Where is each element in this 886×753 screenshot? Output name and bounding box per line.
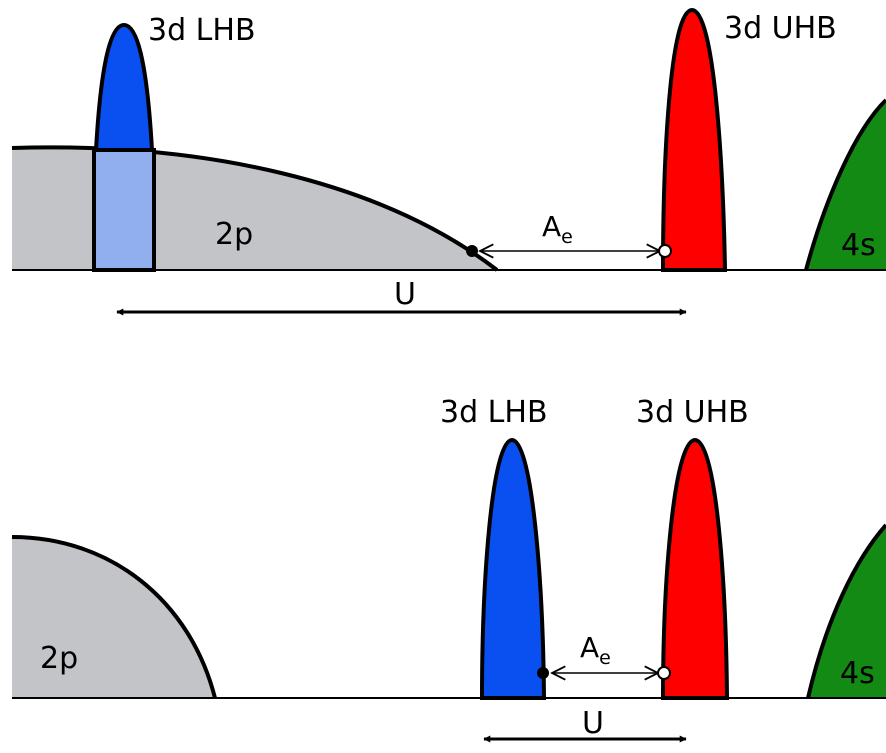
top-4s-label: 4s [841, 228, 876, 263]
bottom-u-label: U [582, 706, 604, 741]
top-4s-outline [804, 98, 886, 271]
top-2p-outline [11, 145, 499, 272]
bottom-uhb-edge-dot [657, 666, 671, 680]
top-u-label: U [394, 277, 416, 312]
bottom-panel: 3d LHB 3d UHB 2p 4s Ae U [11, 395, 886, 743]
top-2p-label: 2p [215, 217, 253, 252]
top-uhb-edge-dot [658, 244, 672, 258]
bottom-4s-band [808, 525, 886, 698]
bottom-lhb-label: 3d LHB [440, 395, 548, 430]
bottom-4s-outline [806, 523, 886, 699]
bottom-uhb-peak [660, 437, 730, 700]
top-4s-band [806, 100, 886, 270]
top-uhb-peak [660, 7, 728, 272]
top-2p-edge-dot [466, 245, 478, 257]
bottom-uhb-label: 3d UHB [636, 395, 749, 430]
top-panel: 3d LHB 3d UHB 2p 4s Ae U [11, 7, 886, 316]
top-lhb-label: 3d LHB [148, 13, 256, 48]
top-uhb-label: 3d UHB [724, 11, 837, 46]
top-lhb-peak [93, 22, 155, 152]
bottom-4s-label: 4s [840, 656, 875, 691]
bottom-ae-label: Ae [580, 631, 611, 669]
top-lhb-overlap [92, 148, 156, 272]
bottom-2p-label: 2p [40, 641, 78, 676]
bottom-lhb-edge-dot [537, 667, 549, 679]
top-ae-label: Ae [542, 210, 573, 248]
bottom-2p-outline [11, 535, 217, 699]
bottom-lhb-peak [479, 437, 547, 700]
bottom-2p-band [12, 537, 215, 698]
